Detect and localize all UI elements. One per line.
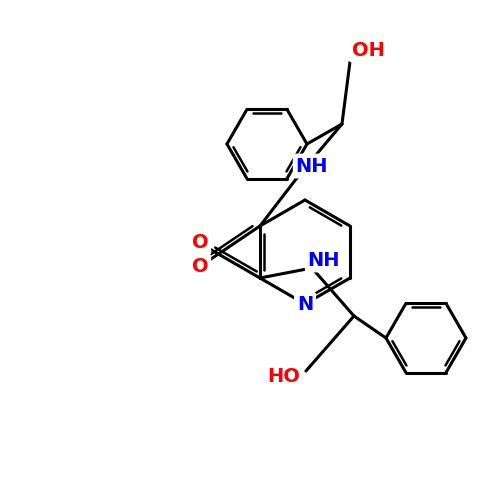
Text: O: O [192, 234, 208, 252]
Text: NH: NH [296, 156, 328, 176]
Text: O: O [192, 256, 208, 276]
Text: HO: HO [268, 366, 300, 386]
Text: NH: NH [308, 250, 340, 270]
Text: N: N [297, 294, 313, 314]
Text: OH: OH [352, 40, 384, 60]
